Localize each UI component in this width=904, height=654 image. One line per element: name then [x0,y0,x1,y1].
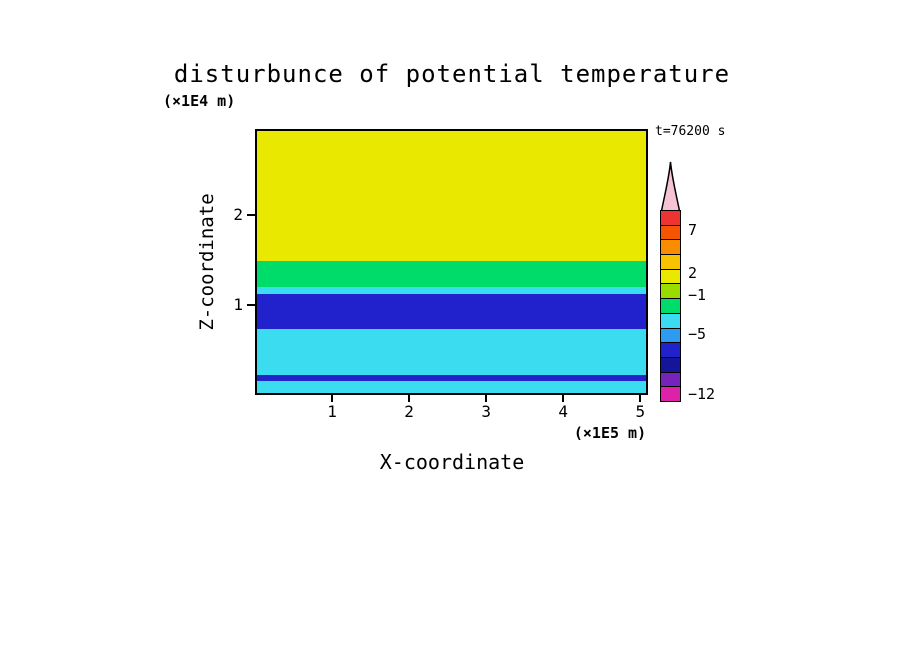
colorbar-segment [661,284,680,300]
y-axis-tick [247,213,255,216]
y-axis-tick [247,303,255,306]
colorbar-tick-label: −12 [688,384,716,403]
colorbar [660,210,681,402]
colorbar-segment [661,357,680,373]
colorbar-segment [661,255,680,270]
contour-band-cyan [257,381,646,393]
colorbar-segment [661,343,680,358]
x-tick-label: 4 [558,402,569,421]
x-axis-title: X-coordinate [379,450,525,474]
y-axis-unit-label: (×1E4 m) [163,92,236,110]
time-annotation: t=76200 s [655,124,726,139]
colorbar-segment [661,225,680,241]
contour-band-blue [257,375,646,382]
colorbar-segment [661,372,680,388]
x-axis-tick [331,395,334,402]
colorbar-segment [661,328,680,344]
x-axis-tick [408,395,411,402]
colorbar-tick-label: −1 [688,285,707,304]
x-tick-label: 3 [481,402,491,421]
colorbar-segment [661,240,680,256]
contour-band-cyan [257,286,646,294]
contour-band-blue [257,293,646,330]
colorbar-segment [661,299,680,314]
x-axis-tick [485,395,488,402]
x-axis-unit-label: (×1E5 m) [573,424,647,442]
x-tick-label: 1 [327,402,337,421]
colorbar-tick-label: −5 [688,325,707,344]
colorbar-segment [661,387,680,401]
colorbar-segment [661,313,680,329]
chart-title: disturbunce of potential temperature [173,60,731,88]
y-tick-label: 2 [233,204,243,224]
y-tick-label: 1 [233,294,243,314]
colorbar-overflow-arrow-icon [660,161,681,212]
x-axis-tick [562,395,565,402]
contour-band-yellow [257,131,646,261]
contour-band-green [257,260,646,287]
plot-area [255,129,648,395]
colorbar-segment [661,269,680,285]
x-tick-label: 5 [635,402,646,421]
x-tick-label: 2 [404,402,414,421]
colorbar-segment [661,211,680,226]
x-axis-tick [639,395,642,402]
colorbar-tick-label: 7 [688,221,698,240]
colorbar-arrow-shape [660,161,681,212]
colorbar-tick-label: 2 [688,263,698,282]
contour-band-cyan [257,329,646,376]
